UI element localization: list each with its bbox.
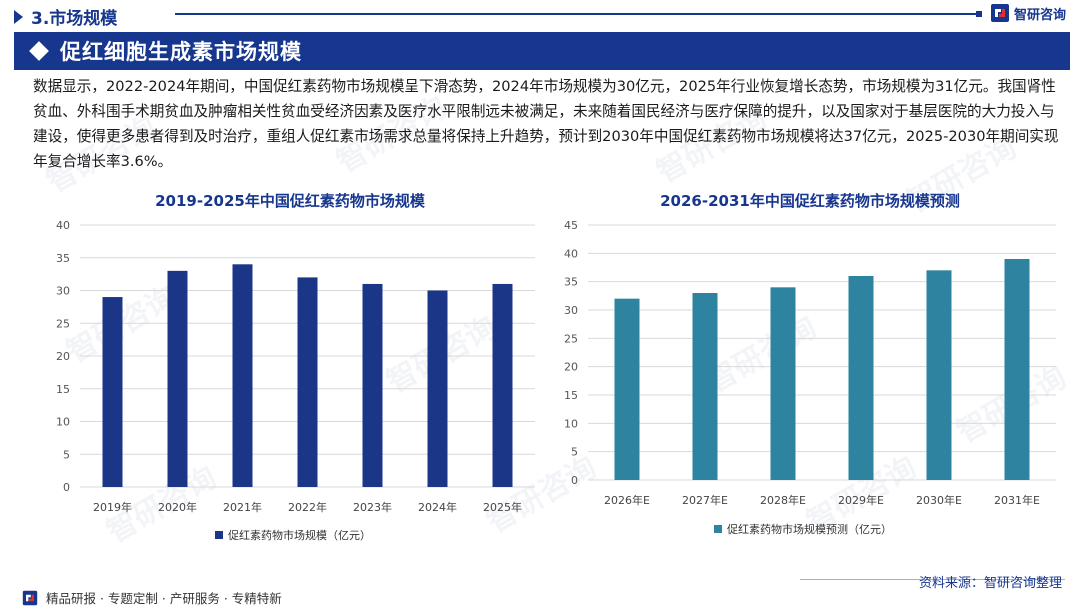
chart-1-bar: [362, 283, 383, 487]
brand-logo-small-icon: [22, 590, 38, 605]
chart-2-y-tick-label: 30: [564, 304, 578, 317]
chart-1-legend: 促红素药物市场规模（亿元）: [215, 527, 371, 543]
chart-2-x-tick-label: 2026年E: [604, 493, 650, 507]
chart-1-y-tick-label: 40: [56, 219, 70, 232]
chart-1-bar: [232, 264, 253, 487]
chart-1-x-tick-label: 2021年: [223, 500, 262, 514]
chart-2-bar: [770, 287, 796, 480]
chart-1-legend-swatch: [215, 531, 223, 539]
chart-2-y-tick-label: 45: [564, 219, 578, 232]
chart-2-title: 2026-2031年中国促红素药物市场规模预测: [660, 192, 960, 210]
chart-1-y-tick-label: 5: [63, 448, 70, 461]
footer-bar: 精品研报 · 专题定制 · 产研服务 · 专精特新: [0, 584, 1080, 608]
chart-2-bar: [848, 276, 874, 480]
diamond-icon: [29, 41, 49, 61]
chart-2-bar: [926, 270, 952, 480]
footer-services: 精品研报 · 专题定制 · 产研服务 · 专精特新: [22, 588, 282, 607]
chart-2-x-tick-label: 2030年E: [916, 493, 962, 507]
chart-2-y-tick-label: 20: [564, 361, 578, 374]
chart-2-y-tick-label: 25: [564, 332, 578, 345]
chart-1-bar: [492, 283, 513, 487]
title-banner: 促红细胞生成素市场规模: [14, 32, 1070, 70]
chart-1-y-tick-label: 15: [56, 383, 70, 396]
chart-2-x-tick-label: 2028年E: [760, 493, 806, 507]
chart-2-y-tick-label: 10: [564, 417, 578, 430]
chart-2-bar: [614, 298, 640, 480]
chart-1-y-tick-label: 25: [56, 317, 70, 330]
chart-2-bar: [692, 293, 718, 480]
section-title: 3.市场规模: [31, 9, 118, 29]
chart-1-title: 2019-2025年中国促红素药物市场规模: [155, 192, 425, 210]
top-bar: 3.市场规模 智研咨询: [0, 0, 1080, 30]
chart-1-x-tick-label: 2020年: [158, 500, 197, 514]
chart-1-legend-label: 促红素药物市场规模（亿元）: [228, 529, 371, 542]
chart-1-y-tick-label: 30: [56, 285, 70, 298]
chart-2-y-tick-label: 5: [571, 446, 578, 459]
chart-1-bar: [297, 277, 318, 487]
chevron-right-icon: [14, 9, 23, 24]
chart-2-y-tick-label: 35: [564, 276, 578, 289]
chart-1: 0 5 10 15 20 25 30 35 40 2019年 2020年 2021年 2022年 2023…: [56, 219, 535, 514]
chart-1-bar: [102, 297, 123, 487]
footer-services-text: 精品研报 · 专题定制 · 产研服务 · 专精特新: [46, 591, 282, 606]
chart-1-y-tick-label: 20: [56, 350, 70, 363]
chart-1-y-tick-label: 35: [56, 252, 70, 265]
chart-2-legend-label: 促红素药物市场规模预测（亿元）: [727, 523, 892, 536]
chart-2-y-tick-label: 15: [564, 389, 578, 402]
chart-2-x-tick-label: 2031年E: [994, 493, 1040, 507]
chart-1-y-tick-label: 10: [56, 416, 70, 429]
header-divider: [175, 13, 980, 15]
brand-name: 智研咨询: [1014, 7, 1067, 23]
brand-logo: 智研咨询: [990, 3, 1066, 23]
source-divider: [800, 579, 1065, 580]
section-tag: 3.市场规模: [14, 4, 117, 29]
header-divider-end: [976, 11, 982, 17]
chart-2-legend-swatch: [714, 525, 722, 533]
page-title: 促红细胞生成素市场规模: [60, 40, 302, 64]
summary-paragraph: 数据显示，2022-2024年期间，中国促红素药物市场规模呈下滑态势，2024年…: [33, 78, 1059, 170]
chart-2-legend: 促红素药物市场规模预测（亿元）: [714, 521, 892, 537]
data-source: 资料来源：智研咨询整理: [918, 576, 1062, 591]
brand-logo-icon: [991, 4, 1009, 22]
chart-1-bar: [427, 290, 448, 487]
chart-1-x-tick-label: 2022年: [288, 500, 327, 514]
chart-2-x-tick-label: 2027年E: [682, 493, 728, 507]
chart-2-y-tick-label: 0: [571, 474, 578, 487]
chart-2-y-tick-label: 40: [564, 247, 578, 260]
chart-2-bar: [1004, 259, 1030, 480]
chart-1-x-tick-label: 2024年: [418, 500, 457, 514]
chart-1-x-tick-label: 2019年: [93, 500, 132, 514]
chart-2-x-tick-label: 2029年E: [838, 493, 884, 507]
chart-1-x-tick-label: 2023年: [353, 500, 392, 514]
chart-1-x-tick-label: 2025年: [483, 500, 522, 514]
chart-1-y-tick-label: 0: [63, 481, 70, 494]
chart-2: 0 5 10 15 20 25 30 35 40 45 2026年E 2027年E 2028年E 2029…: [564, 219, 1056, 507]
chart-1-bar: [167, 270, 188, 487]
